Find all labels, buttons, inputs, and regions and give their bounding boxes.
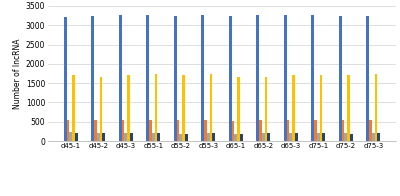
Bar [378, 133, 380, 141]
Bar [130, 133, 132, 141]
Bar [322, 133, 325, 141]
Bar [75, 133, 78, 141]
Bar [372, 133, 375, 141]
Bar [317, 133, 320, 141]
Bar [64, 17, 66, 141]
Bar [347, 75, 350, 141]
Bar [127, 75, 130, 141]
Bar [284, 15, 287, 141]
Bar [232, 121, 234, 141]
Bar [155, 74, 157, 141]
Bar [91, 15, 94, 141]
Bar [149, 120, 152, 141]
Bar [174, 16, 177, 141]
Bar [69, 132, 72, 141]
Bar [157, 133, 160, 141]
Bar [344, 133, 347, 141]
Bar [119, 15, 122, 141]
Bar [292, 75, 295, 141]
Bar [375, 74, 378, 141]
Bar [240, 134, 243, 141]
Bar [102, 133, 105, 141]
Bar [212, 133, 215, 141]
Bar [262, 133, 265, 141]
Bar [320, 75, 322, 141]
Bar [237, 77, 240, 141]
Bar [97, 133, 100, 141]
Bar [339, 15, 342, 141]
Bar [369, 120, 372, 141]
Bar [265, 77, 267, 141]
Bar [210, 74, 212, 141]
Bar [287, 120, 289, 141]
Bar [267, 133, 270, 141]
Bar [201, 15, 204, 141]
Bar [350, 134, 353, 141]
Bar [234, 134, 237, 141]
Bar [312, 15, 314, 141]
Bar [342, 120, 344, 141]
Bar [177, 120, 179, 141]
Bar [179, 134, 182, 141]
Bar [146, 15, 149, 141]
Bar [100, 77, 102, 141]
Bar [229, 15, 232, 141]
Bar [182, 75, 185, 141]
Bar [256, 15, 259, 141]
Bar [314, 120, 317, 141]
Bar [289, 133, 292, 141]
Bar [295, 133, 298, 141]
Bar [185, 134, 188, 141]
Bar [124, 133, 127, 141]
Bar [152, 133, 155, 141]
Bar [204, 120, 207, 141]
Bar [259, 120, 262, 141]
Bar [66, 120, 69, 141]
Bar [72, 75, 75, 141]
Y-axis label: Number of lncRNA: Number of lncRNA [12, 38, 22, 109]
Bar [366, 15, 369, 141]
Bar [122, 120, 124, 141]
Bar [94, 120, 97, 141]
Bar [207, 133, 210, 141]
